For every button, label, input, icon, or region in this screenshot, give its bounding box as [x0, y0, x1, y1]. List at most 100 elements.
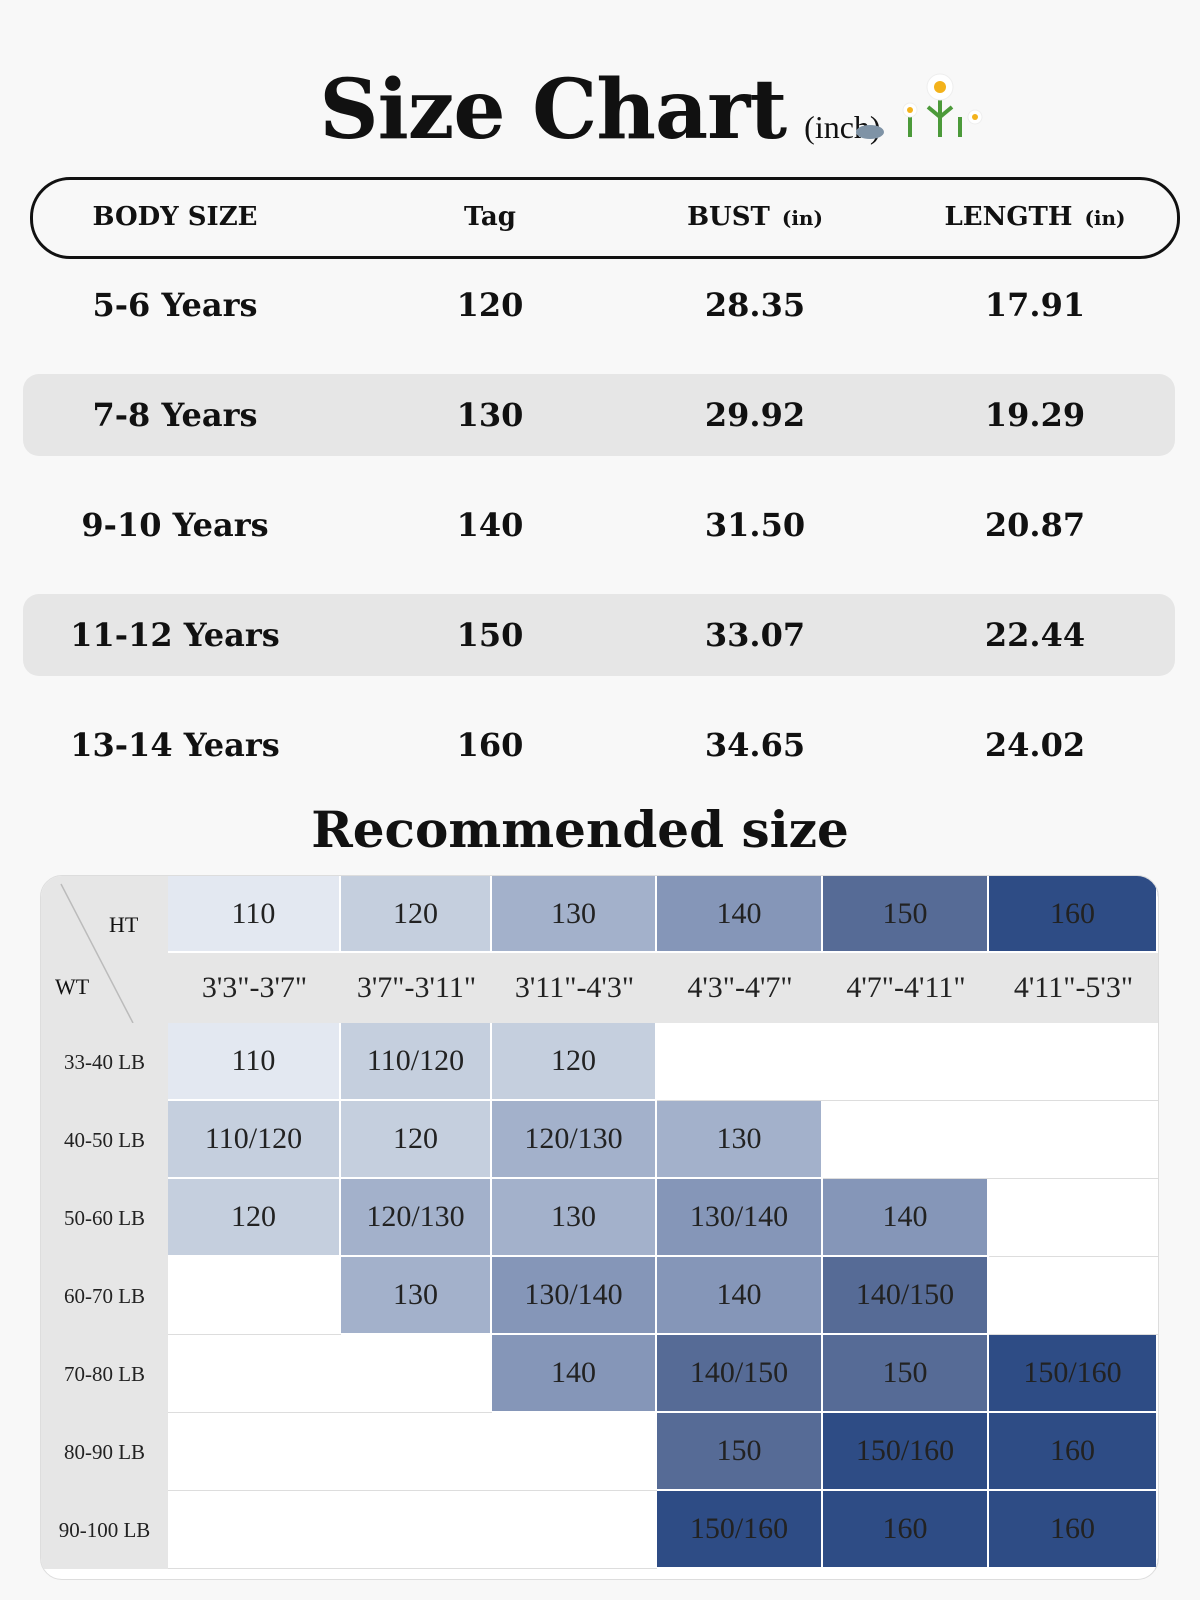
empty-cell: [989, 1023, 1158, 1101]
size-cell: 120: [341, 1101, 492, 1179]
size-cell: 140/150: [823, 1257, 989, 1335]
column-header: BUST (in): [687, 202, 823, 232]
height-tag: 130: [492, 876, 657, 953]
height-tag: 120: [341, 876, 492, 953]
corner-diagonal: [60, 883, 134, 1023]
size-cell: 150: [823, 1335, 989, 1413]
height-tag: 150: [823, 876, 989, 953]
height-range: 3'11"-4'3": [492, 953, 657, 1023]
weight-label: 40-50 LB: [41, 1101, 168, 1179]
height-range: 4'7"-4'11": [823, 953, 989, 1023]
table-cell: 20.87: [984, 506, 1086, 544]
weight-label: 60-70 LB: [41, 1257, 168, 1335]
size-cell: 140/150: [657, 1335, 823, 1413]
size-cell: 130: [657, 1101, 823, 1179]
size-cell: 110: [168, 1023, 341, 1101]
size-cell: 130/140: [492, 1257, 657, 1335]
table-cell: 33.07: [704, 616, 806, 654]
column-label: LENGTH: [944, 202, 1073, 232]
size-cell: 110/120: [168, 1101, 341, 1179]
row-stripe: [23, 374, 1175, 456]
column-unit: (in): [781, 206, 823, 230]
empty-cell: [341, 1335, 492, 1413]
size-cell: 150/160: [823, 1413, 989, 1491]
column-label: BUST: [687, 202, 770, 232]
size-cell: 120/130: [492, 1101, 657, 1179]
corner: [41, 876, 168, 1023]
height-range: 4'11"-5'3": [989, 953, 1158, 1023]
column-label: BODY SIZE: [92, 202, 258, 232]
header-pill: [30, 177, 1180, 259]
table-cell: 5-6 Years: [92, 286, 258, 324]
height-tag: 110: [168, 876, 341, 953]
column-header: Tag: [464, 202, 516, 232]
size-cell: 140: [823, 1179, 989, 1257]
size-cell: 120: [168, 1179, 341, 1257]
size-cell: 160: [989, 1491, 1158, 1569]
size-cell: 140: [492, 1335, 657, 1413]
height-tag: 160: [989, 876, 1158, 953]
height-range: 3'3"-3'7": [168, 953, 341, 1023]
height-range: 4'3"-4'7": [657, 953, 823, 1023]
table-cell: 120: [456, 286, 524, 324]
size-cell: 150/160: [657, 1491, 823, 1569]
table-cell: 150: [456, 616, 524, 654]
height-range: 3'7"-3'11": [341, 953, 492, 1023]
table-cell: 130: [456, 396, 524, 434]
table-cell: 160: [456, 726, 524, 764]
empty-cell: [657, 1023, 823, 1101]
table-cell: 17.91: [984, 286, 1086, 324]
title: Size Chart: [319, 62, 787, 158]
weight-label: 50-60 LB: [41, 1179, 168, 1257]
column-header: LENGTH (in): [944, 202, 1125, 232]
size-cell: 130: [341, 1257, 492, 1335]
size-cell: 160: [823, 1491, 989, 1569]
table-cell: 34.65: [704, 726, 806, 764]
empty-cell: [168, 1335, 341, 1413]
table-cell: 11-12 Years: [70, 616, 280, 654]
table-cell: 13-14 Years: [70, 726, 280, 764]
empty-cell: [168, 1413, 341, 1491]
table-cell: 9-10 Years: [81, 506, 269, 544]
size-cell: 160: [989, 1413, 1158, 1491]
weight-label: 80-90 LB: [41, 1413, 168, 1491]
size-cell: 150/160: [989, 1335, 1158, 1413]
table-cell: 31.50: [704, 506, 806, 544]
empty-cell: [989, 1101, 1158, 1179]
empty-cell: [823, 1023, 989, 1101]
size-cell: 140: [657, 1257, 823, 1335]
size-cell: 120: [492, 1023, 657, 1101]
size-cell: 130: [492, 1179, 657, 1257]
table-cell: 22.44: [984, 616, 1086, 654]
column-label: Tag: [464, 202, 516, 232]
size-cell: 120/130: [341, 1179, 492, 1257]
empty-cell: [341, 1413, 492, 1491]
empty-cell: [492, 1413, 657, 1491]
recommended-title: Recommended size: [311, 800, 849, 859]
column-header: BODY SIZE: [92, 202, 257, 232]
wt-label: WT: [55, 974, 90, 999]
table-cell: 28.35: [704, 286, 806, 324]
size-cell: 150: [657, 1413, 823, 1491]
empty-cell: [492, 1491, 657, 1569]
weight-label: 70-80 LB: [41, 1335, 168, 1413]
empty-cell: [989, 1257, 1158, 1335]
table-cell: 7-8 Years: [92, 396, 258, 434]
weight-label: 33-40 LB: [41, 1023, 168, 1101]
empty-cell: [989, 1179, 1158, 1257]
table-cell: 29.92: [704, 396, 806, 434]
title-block: Size Chart (inch): [0, 62, 1200, 158]
table-cell: 140: [456, 506, 524, 544]
empty-cell: [168, 1491, 341, 1569]
empty-cell: [168, 1257, 341, 1335]
table-cell: 24.02: [984, 726, 1086, 764]
column-unit: (in): [1084, 206, 1126, 230]
weight-label: 90-100 LB: [41, 1491, 168, 1569]
empty-cell: [341, 1491, 492, 1569]
row-stripe: [23, 594, 1175, 676]
flower-decoration: [856, 73, 983, 139]
ht-label: HT: [109, 912, 139, 937]
size-cell: 130/140: [657, 1179, 823, 1257]
recommended-table: HT WT 110 3'3"-3'7" 120 3'7"-3'11" 130 3'11"-4'…: [40, 875, 1159, 1580]
